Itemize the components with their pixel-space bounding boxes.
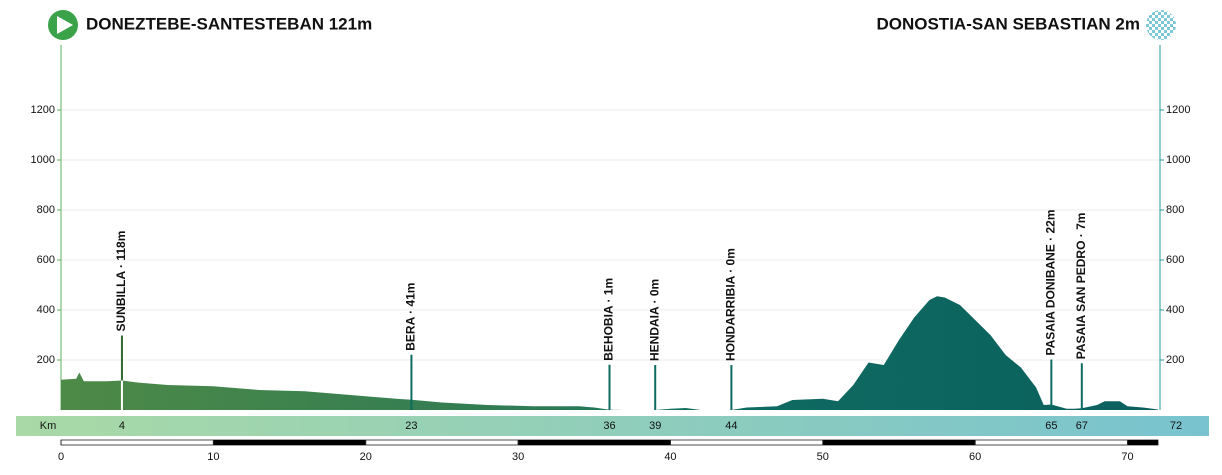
y2-tick-label: 800	[1166, 204, 1184, 216]
waypoint-label: SUNBILLA · 118m	[114, 231, 128, 332]
km-unit: Km	[40, 420, 57, 432]
finish-title: DONOSTIA-SAN SEBASTIAN 2m	[876, 14, 1140, 33]
y-tick-label: 600	[37, 254, 55, 266]
x-tick-label: 0	[58, 451, 64, 463]
x-tick-label: 10	[207, 451, 219, 463]
waypoint-label: BERA · 41m	[404, 283, 418, 351]
waypoint-label: PASAIA DONIBANE · 22m	[1044, 209, 1058, 355]
y-tick-label: 1200	[31, 104, 55, 116]
y2-tick-label: 200	[1166, 354, 1184, 366]
start-title: DONEZTEBE-SANTESTEBAN 121m	[86, 14, 372, 33]
waypoint-km: 39	[649, 420, 661, 432]
y-tick-label: 400	[37, 304, 55, 316]
waypoint-km: 36	[603, 420, 615, 432]
scale-segment	[213, 440, 366, 445]
finish-km: 72	[1170, 420, 1182, 432]
elevation-area	[61, 296, 1158, 410]
waypoint-label: PASAIA SAN PEDRO · 7m	[1074, 213, 1088, 360]
waypoint-km: 4	[119, 420, 125, 432]
x-tick-label: 40	[664, 451, 676, 463]
y2-tick-label: 400	[1166, 304, 1184, 316]
waypoint-label: BEHOBIA · 1m	[602, 278, 616, 361]
y-tick-label: 800	[37, 204, 55, 216]
waypoint-label: HONDARRIBIA · 0m	[724, 248, 738, 361]
y2-tick-label: 1200	[1166, 104, 1190, 116]
y2-tick-label: 1000	[1166, 154, 1190, 166]
waypoint-label: HENDAIA · 0m	[647, 279, 661, 361]
km-strip	[16, 416, 1209, 436]
scale-segment	[822, 440, 976, 445]
x-tick-label: 70	[1121, 451, 1133, 463]
waypoint-km: 65	[1045, 420, 1057, 432]
waypoint-km: 23	[405, 420, 417, 432]
finish-icon	[1146, 10, 1176, 40]
start-icon-arrow	[57, 16, 73, 34]
y-tick-label: 200	[37, 354, 55, 366]
waypoint-km: 67	[1076, 420, 1088, 432]
x-tick-label: 20	[360, 451, 372, 463]
x-tick-label: 30	[512, 451, 524, 463]
x-tick-label: 60	[969, 451, 981, 463]
x-tick-label: 50	[817, 451, 829, 463]
waypoint-km: 44	[725, 420, 737, 432]
scale-segment	[518, 440, 671, 445]
scale-segment	[1127, 440, 1158, 445]
y2-tick-label: 600	[1166, 254, 1184, 266]
y-tick-label: 1000	[31, 154, 55, 166]
